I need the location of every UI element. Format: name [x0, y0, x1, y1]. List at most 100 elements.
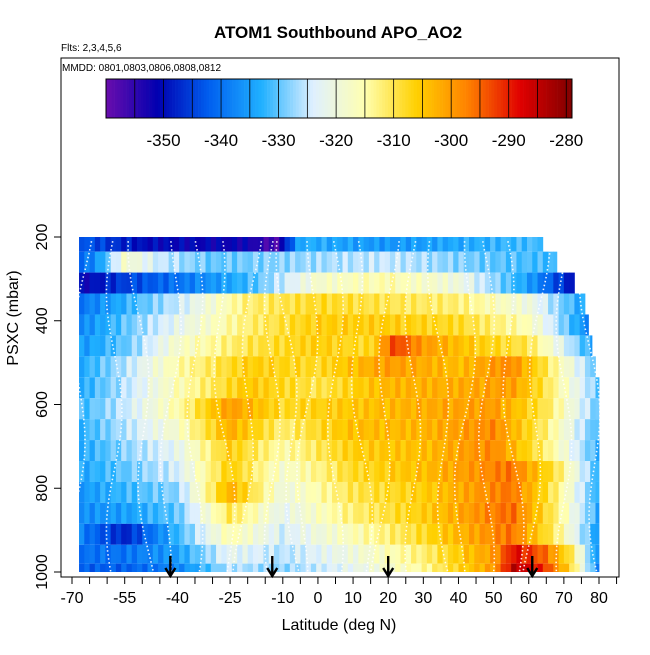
heatmap-cell — [490, 356, 496, 378]
heatmap-cell — [184, 502, 191, 524]
heatmap-cell — [426, 293, 433, 315]
heatmap-cell — [263, 251, 270, 273]
heatmap-cell — [526, 440, 533, 462]
heatmap-cell — [505, 544, 512, 564]
colorbar-segment — [517, 79, 521, 118]
colorbar-segment — [563, 79, 567, 118]
heatmap-cell — [342, 251, 349, 273]
heatmap-cell — [331, 461, 338, 482]
heatmap-cell — [579, 481, 586, 503]
heatmap-cell — [226, 377, 233, 399]
heatmap-cell — [521, 523, 528, 545]
heatmap-cell — [168, 523, 175, 545]
y-tick-label: 1000 — [34, 554, 51, 590]
heatmap-cell — [189, 237, 196, 252]
heatmap-cell — [84, 440, 90, 462]
heatmap-cell — [379, 237, 386, 252]
heatmap-cell — [558, 461, 565, 482]
heatmap-cell — [168, 377, 175, 399]
heatmap-cell — [521, 398, 528, 420]
heatmap-cell — [226, 461, 233, 482]
colorbar-segment — [114, 79, 118, 118]
heatmap-cell — [221, 335, 227, 357]
heatmap-cell — [89, 563, 96, 573]
heatmap-cell — [216, 502, 222, 524]
heatmap-cell — [231, 563, 238, 573]
colorbar-segment — [376, 79, 380, 118]
colorbar-segment — [422, 79, 426, 118]
heatmap-cell — [231, 314, 238, 336]
heatmap-cell — [79, 398, 85, 420]
heatmap-cell — [142, 563, 148, 573]
heatmap-cell — [347, 419, 354, 441]
heatmap-cell — [263, 563, 270, 573]
colorbar-segment — [393, 79, 397, 118]
heatmap-cell — [495, 502, 502, 524]
heatmap-cell — [194, 237, 201, 252]
heatmap-cell — [426, 523, 433, 545]
heatmap-cell — [79, 440, 85, 462]
heatmap-cell — [505, 356, 512, 378]
heatmap-cell — [258, 440, 264, 462]
heatmap-cell — [537, 377, 544, 399]
heatmap-cell — [173, 461, 180, 482]
chart-title: ATOM1 Southbound APO_AO2 — [214, 23, 462, 42]
heatmap-cell — [447, 398, 454, 420]
heatmap-cell — [500, 314, 507, 336]
sonde-arrow-head — [382, 567, 395, 579]
heatmap-cell — [179, 356, 185, 378]
heatmap-cell — [405, 419, 412, 441]
heatmap-cell — [247, 377, 254, 399]
heatmap-cell — [258, 237, 264, 252]
heatmap-cell — [237, 419, 243, 441]
heatmap-cell — [321, 461, 328, 482]
x-tick-label: -25 — [219, 590, 242, 607]
heatmap-cell — [405, 293, 412, 315]
heatmap-cell — [84, 544, 90, 564]
heatmap-cell — [553, 356, 559, 378]
heatmap-cell — [426, 237, 433, 252]
heatmap-cell — [310, 251, 317, 273]
colorbar-segment — [431, 79, 435, 118]
heatmap-cell — [447, 356, 454, 378]
heatmap-cell — [152, 481, 159, 503]
heatmap-cell — [495, 377, 502, 399]
heatmap-cell — [526, 461, 533, 482]
heatmap-cell — [300, 544, 307, 564]
heatmap-cell — [121, 272, 127, 294]
colorbar-segment — [557, 79, 561, 118]
colorbar-segment — [180, 79, 184, 118]
heatmap-cell — [205, 440, 212, 462]
heatmap-cell — [158, 563, 164, 573]
heatmap-cell — [484, 293, 491, 315]
heatmap-cell — [532, 356, 538, 378]
heatmap-cell — [121, 356, 127, 378]
heatmap-cell — [121, 237, 127, 252]
heatmap-cell — [484, 461, 491, 482]
heatmap-cell — [258, 251, 264, 273]
heatmap-cell — [194, 563, 201, 573]
heatmap-cell — [447, 272, 454, 294]
heatmap-cell — [458, 502, 465, 524]
heatmap-cell — [289, 251, 296, 273]
heatmap-cell — [379, 377, 386, 399]
heatmap-cell — [242, 237, 249, 252]
heatmap-cell — [389, 461, 396, 482]
heatmap-cell — [511, 563, 517, 573]
heatmap-cell — [310, 237, 317, 252]
heatmap-cell — [579, 356, 586, 378]
heatmap-cell — [516, 335, 523, 357]
colorbar-segment — [261, 79, 265, 118]
heatmap-cell — [131, 314, 138, 336]
heatmap-cell — [115, 356, 122, 378]
colorbar-segment — [275, 79, 279, 118]
heatmap-cell — [416, 251, 422, 273]
heatmap-cell — [548, 440, 554, 462]
heatmap-cell — [237, 461, 243, 482]
x-tick-label: 30 — [414, 590, 432, 607]
colorbar-segment — [396, 79, 400, 118]
heatmap-cell — [389, 544, 396, 564]
heatmap-cell — [158, 314, 164, 336]
heatmap-cell — [316, 440, 322, 462]
heatmap-cell — [553, 523, 559, 545]
